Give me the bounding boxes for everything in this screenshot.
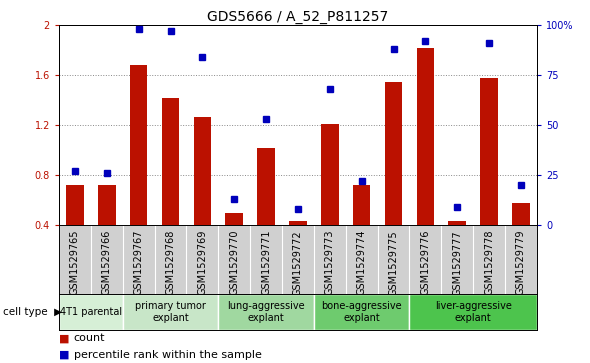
Text: GSM1529771: GSM1529771 — [261, 230, 271, 295]
Bar — [480, 78, 498, 275]
Text: GSM1529770: GSM1529770 — [230, 230, 239, 295]
Bar — [385, 82, 402, 275]
Text: liver-aggressive
explant: liver-aggressive explant — [435, 301, 512, 323]
Bar — [289, 221, 307, 275]
Text: GSM1529775: GSM1529775 — [389, 230, 398, 295]
Text: primary tumor
explant: primary tumor explant — [135, 301, 206, 323]
Bar — [59, 294, 123, 330]
Bar — [123, 294, 218, 330]
Bar — [314, 294, 409, 330]
Bar — [321, 124, 339, 275]
Bar — [225, 213, 243, 275]
Text: GSM1529774: GSM1529774 — [357, 230, 366, 295]
Text: ■: ■ — [59, 334, 70, 343]
Bar — [409, 294, 537, 330]
Bar — [130, 65, 148, 275]
Bar — [417, 48, 434, 275]
Bar — [257, 148, 275, 275]
Text: GSM1529779: GSM1529779 — [516, 230, 526, 295]
Text: GSM1529773: GSM1529773 — [325, 230, 335, 295]
Bar — [66, 185, 84, 275]
Text: lung-aggressive
explant: lung-aggressive explant — [227, 301, 305, 323]
Bar — [218, 294, 314, 330]
Text: GSM1529765: GSM1529765 — [70, 230, 80, 295]
Bar — [194, 117, 211, 275]
Text: GSM1529769: GSM1529769 — [198, 230, 207, 295]
Bar — [353, 185, 371, 275]
Text: GSM1529768: GSM1529768 — [166, 230, 175, 295]
Text: cell type  ▶: cell type ▶ — [3, 307, 62, 317]
Text: GSM1529776: GSM1529776 — [421, 230, 430, 295]
Bar — [512, 203, 530, 275]
Bar — [162, 98, 179, 275]
Text: GSM1529772: GSM1529772 — [293, 230, 303, 295]
Text: count: count — [74, 334, 105, 343]
Text: bone-aggressive
explant: bone-aggressive explant — [322, 301, 402, 323]
Bar — [98, 185, 116, 275]
Text: 4T1 parental: 4T1 parental — [60, 307, 122, 317]
Text: GSM1529767: GSM1529767 — [134, 230, 143, 295]
Text: percentile rank within the sample: percentile rank within the sample — [74, 350, 261, 360]
Text: GSM1529778: GSM1529778 — [484, 230, 494, 295]
Text: GSM1529766: GSM1529766 — [102, 230, 112, 295]
Bar — [448, 221, 466, 275]
Text: ■: ■ — [59, 350, 70, 360]
Text: GSM1529777: GSM1529777 — [453, 230, 462, 295]
Title: GDS5666 / A_52_P811257: GDS5666 / A_52_P811257 — [207, 11, 389, 24]
